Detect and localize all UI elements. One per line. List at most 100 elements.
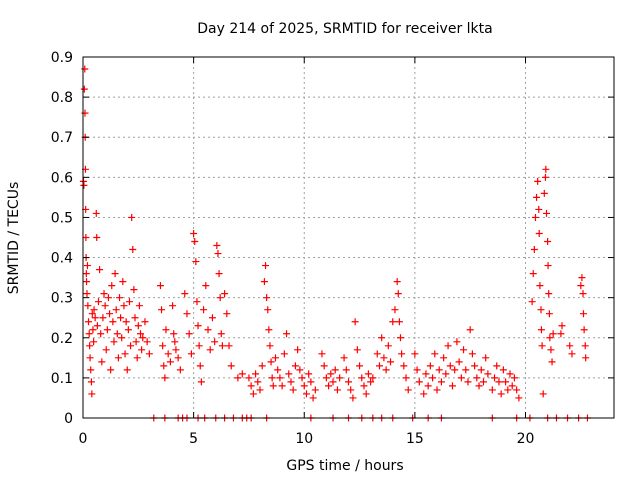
data-point: [375, 362, 383, 370]
data-point: [529, 270, 537, 278]
data-point: [356, 362, 364, 370]
data-point: [119, 278, 127, 286]
data-point: [127, 342, 135, 350]
data-point: [172, 346, 180, 354]
data-point: [437, 378, 445, 386]
data-point: [227, 362, 235, 370]
data-point: [540, 189, 548, 197]
data-point: [109, 318, 117, 326]
data-point: [103, 326, 111, 334]
data-point: [268, 374, 276, 382]
data-point: [448, 382, 456, 390]
x-tick-label: 0: [79, 431, 88, 447]
data-point: [107, 366, 115, 374]
data-point: [411, 350, 419, 358]
data-point: [267, 358, 275, 366]
data-point: [137, 330, 145, 338]
data-point: [394, 290, 402, 298]
data-point: [305, 370, 313, 378]
data-point: [263, 294, 271, 302]
data-point: [215, 270, 223, 278]
data-point: [166, 358, 174, 366]
data-point: [539, 390, 547, 398]
data-point: [548, 358, 556, 366]
data-point: [218, 342, 226, 350]
data-point: [82, 270, 90, 278]
data-point: [582, 354, 590, 362]
data-point: [302, 390, 310, 398]
data-point: [433, 386, 441, 394]
data-point: [300, 382, 308, 390]
data-point: [566, 342, 574, 350]
data-point: [145, 350, 153, 358]
data-point: [451, 366, 459, 374]
data-point: [171, 338, 179, 346]
data-point: [311, 386, 319, 394]
data-point: [578, 274, 586, 282]
data-point: [93, 234, 101, 241]
data-point: [99, 314, 107, 322]
data-point: [537, 306, 545, 314]
data-point: [98, 358, 106, 366]
data-point: [88, 390, 96, 398]
data-point: [329, 378, 337, 386]
data-point: [389, 318, 397, 326]
data-point: [442, 370, 450, 378]
data-point: [404, 386, 412, 394]
data-point: [347, 386, 355, 394]
data-point: [81, 65, 89, 73]
data-point: [287, 378, 295, 386]
y-tick-label: 0.5: [51, 210, 73, 226]
data-point: [307, 378, 315, 386]
data-point: [545, 290, 553, 298]
data-point: [138, 346, 146, 354]
data-point: [544, 262, 552, 270]
data-point: [211, 338, 219, 346]
data-point: [234, 374, 242, 382]
data-point: [435, 366, 443, 374]
data-point: [367, 378, 375, 386]
data-point: [101, 302, 109, 310]
data-point: [87, 378, 95, 386]
data-point: [429, 374, 437, 382]
data-point: [85, 330, 93, 338]
data-point: [128, 213, 136, 221]
data-point: [446, 362, 454, 370]
y-tick-label: 0.1: [51, 371, 73, 387]
data-point: [538, 342, 546, 350]
data-point: [217, 330, 225, 338]
data-points: [79, 65, 591, 422]
data-point: [542, 165, 550, 173]
data-point: [479, 378, 487, 386]
data-point: [85, 318, 93, 326]
data-point: [87, 366, 95, 374]
data-point: [143, 338, 151, 346]
data-point: [86, 354, 94, 362]
data-point: [256, 386, 264, 394]
data-point: [289, 386, 297, 394]
data-point: [84, 302, 92, 310]
data-point: [132, 338, 140, 346]
data-point: [426, 362, 434, 370]
data-point: [120, 302, 128, 310]
data-point: [510, 374, 518, 382]
data-point: [349, 394, 357, 402]
data-point: [214, 250, 222, 258]
data-point: [100, 290, 108, 298]
data-point: [280, 350, 288, 358]
data-point: [557, 330, 565, 338]
data-point: [473, 374, 481, 382]
data-point: [106, 310, 114, 318]
data-point: [200, 306, 208, 314]
data-point: [161, 374, 169, 382]
data-point: [271, 354, 279, 362]
data-point: [413, 366, 421, 374]
data-point: [378, 334, 386, 342]
data-point: [568, 350, 576, 358]
data-point: [159, 342, 167, 350]
data-point: [468, 350, 476, 358]
data-point: [488, 386, 496, 394]
data-point: [197, 378, 205, 386]
data-point: [123, 366, 131, 374]
data-point: [333, 386, 341, 394]
